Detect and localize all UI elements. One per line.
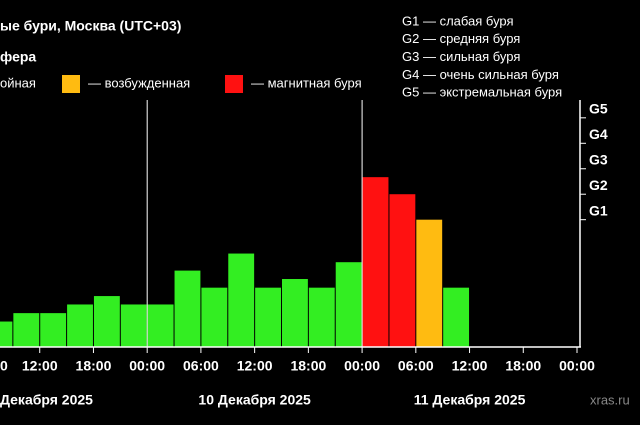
scale-legend-item: G4 — очень сильная буря bbox=[402, 67, 559, 82]
legend-label: ойная bbox=[0, 75, 36, 90]
bar bbox=[416, 219, 443, 347]
watermark: xras.ru bbox=[590, 392, 630, 407]
legend-label: — возбужденная bbox=[88, 75, 190, 90]
bar bbox=[0, 321, 13, 347]
y-tick-label: G2 bbox=[589, 177, 608, 193]
x-tick-label: 06:00 bbox=[183, 358, 219, 374]
bar bbox=[282, 279, 308, 347]
bar bbox=[147, 304, 174, 347]
y-tick-label: G3 bbox=[589, 151, 608, 167]
x-tick-label: 12:00 bbox=[452, 358, 488, 374]
x-tick-label: 18:00 bbox=[505, 358, 541, 374]
x-tick-label: 00:00 bbox=[344, 358, 380, 374]
x-tick-label: 18:00 bbox=[290, 358, 326, 374]
bar bbox=[120, 304, 147, 347]
chart-subtitle: фера bbox=[0, 49, 36, 65]
bar bbox=[228, 253, 255, 347]
legend-label: — магнитная буря bbox=[251, 75, 362, 90]
bar bbox=[93, 296, 120, 347]
bar bbox=[443, 287, 470, 347]
y-tick-label: G1 bbox=[589, 202, 608, 218]
bar bbox=[67, 304, 93, 347]
x-tick-label: 12:00 bbox=[22, 358, 58, 374]
bar bbox=[13, 313, 40, 347]
y-tick-label: G4 bbox=[589, 126, 608, 142]
bar bbox=[335, 262, 362, 347]
legend-swatch bbox=[225, 75, 243, 93]
bar bbox=[40, 313, 67, 347]
day-label: 11 Декабря 2025 bbox=[414, 392, 526, 408]
x-tick-label: 00:00 bbox=[559, 358, 595, 374]
day-label: 10 Декабря 2025 bbox=[198, 392, 311, 408]
scale-legend-item: G1 — слабая буря bbox=[402, 13, 514, 28]
x-tick-label: 00:00 bbox=[129, 358, 165, 374]
x-tick-label: 12:00 bbox=[237, 358, 273, 374]
scale-legend-item: G5 — экстремальная буря bbox=[402, 85, 562, 100]
chart-title: ые бури, Москва (UTC+03) bbox=[0, 18, 181, 34]
scale-legend-item: G2 — средняя буря bbox=[402, 31, 520, 46]
bar bbox=[174, 270, 201, 347]
x-tick-label: 18:00 bbox=[76, 358, 112, 374]
bar bbox=[308, 287, 335, 347]
day-label: Декабря 2025 bbox=[0, 392, 93, 408]
x-tick-label: 06:00 bbox=[398, 358, 434, 374]
bar bbox=[255, 287, 281, 347]
bar bbox=[201, 287, 228, 347]
bar bbox=[362, 177, 389, 347]
legend-swatch bbox=[62, 75, 80, 93]
scale-legend-item: G3 — сильная буря bbox=[402, 49, 520, 64]
bar bbox=[389, 194, 416, 347]
x-tick-label: 0 bbox=[0, 358, 8, 374]
y-tick-label: G5 bbox=[589, 101, 608, 117]
